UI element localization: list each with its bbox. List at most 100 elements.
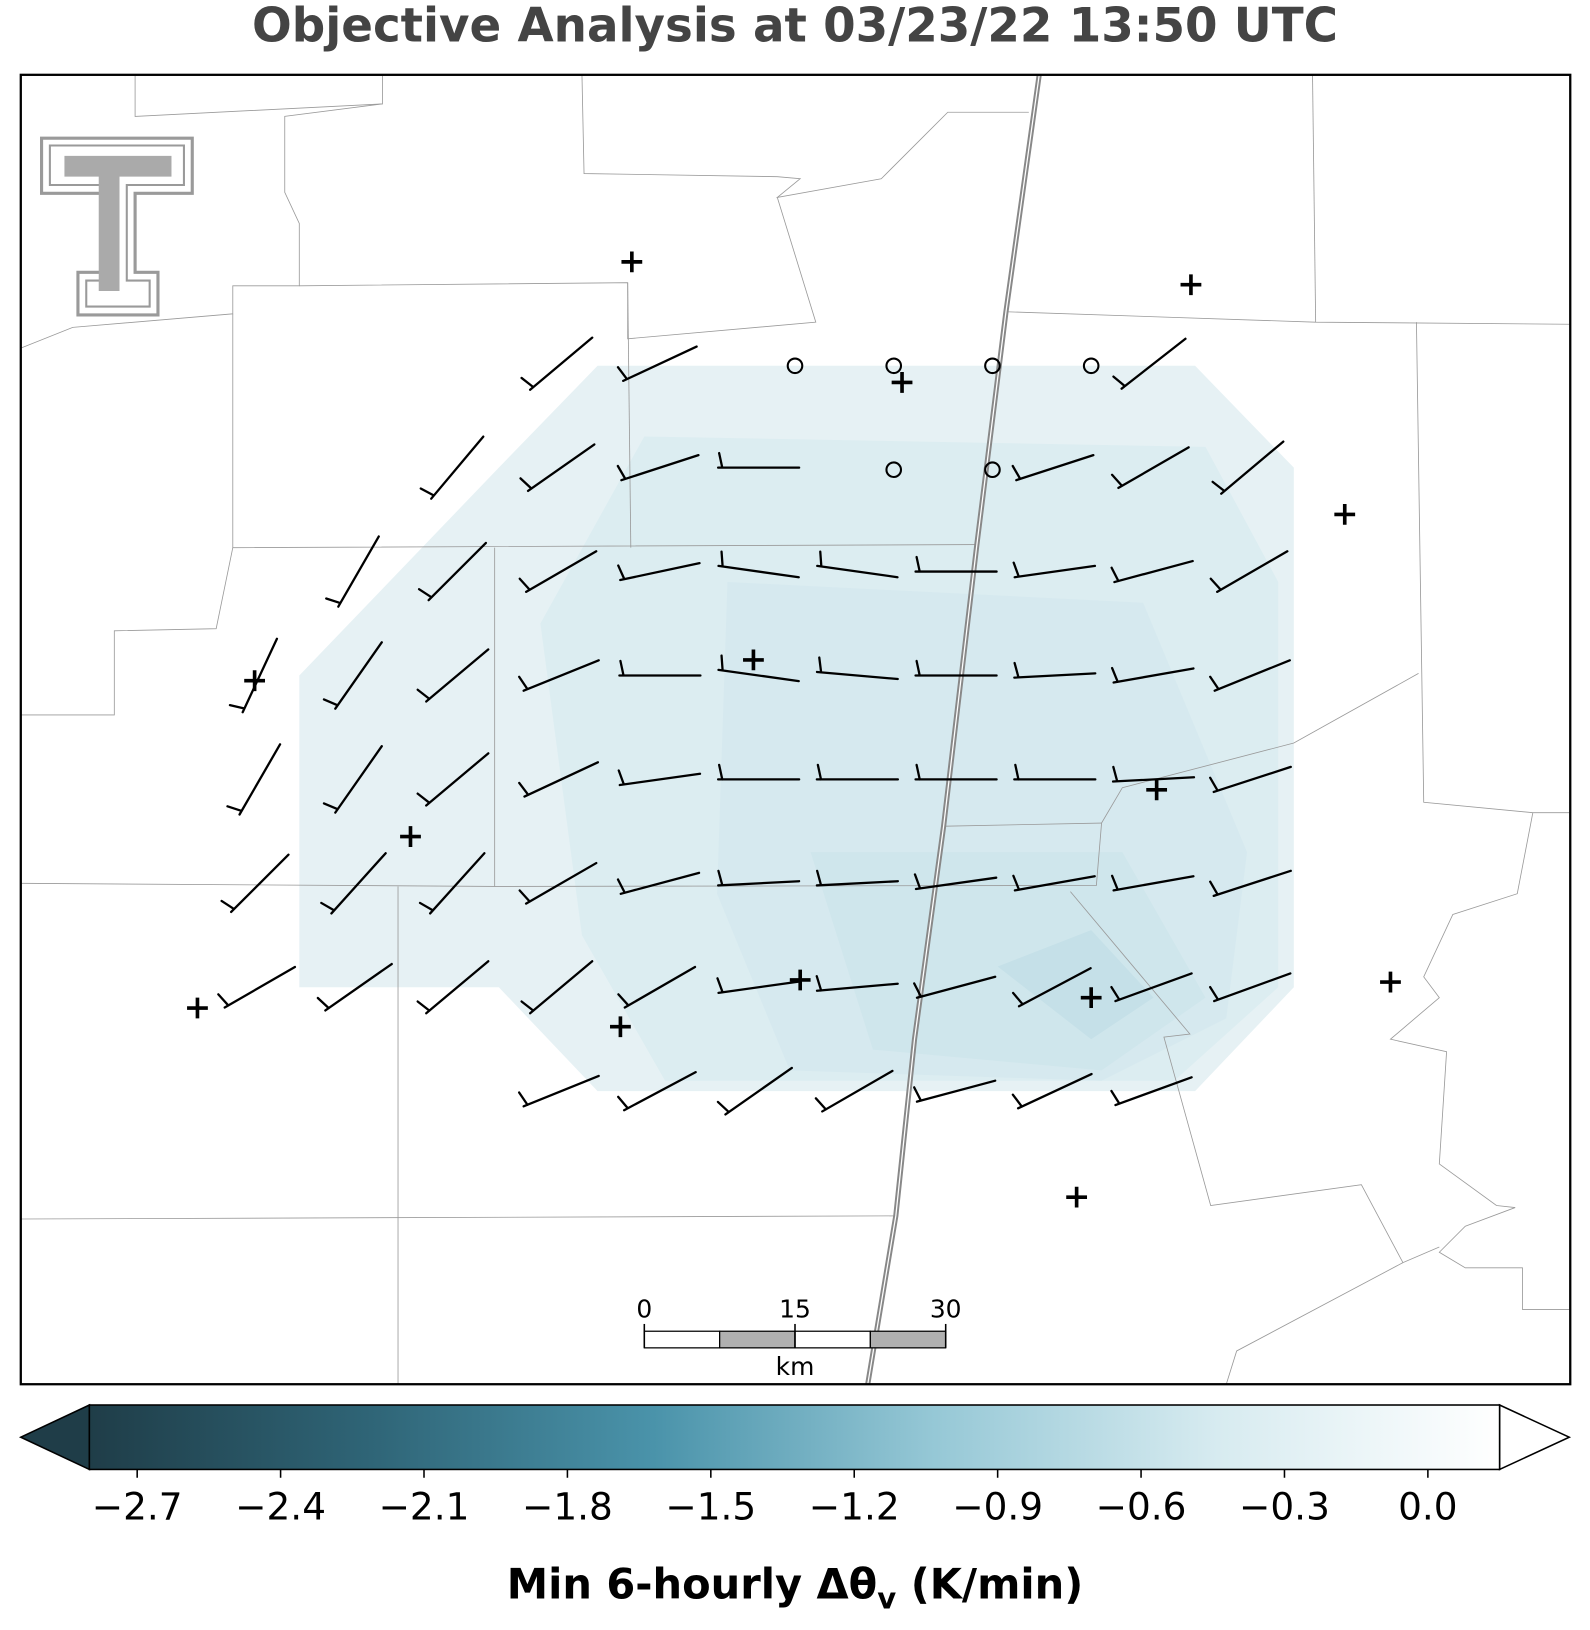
wind-barb [419,435,485,500]
station-plus [789,969,811,991]
colorbar-label-unit: (K/min) [911,1559,1083,1608]
wind-barb [716,763,801,781]
wind-barb [226,743,282,816]
wind-barb [716,1066,793,1116]
station-plus [1334,504,1356,525]
wind-barb [519,443,596,493]
wind-barb [616,453,700,482]
wind-barb [1013,661,1097,679]
wind-barb [815,869,899,887]
colorbar-label-subscript: v [877,1582,896,1616]
calm-wind [885,357,903,375]
calm-wind [984,357,1001,375]
highway [865,74,1042,1385]
colorbar-tick-label: −2.1 [379,1484,470,1528]
wind-barb [1110,1076,1193,1107]
wind-barb [717,654,800,683]
colorbar-extend-high [1498,1403,1572,1471]
colorbar-label-main: Min 6-hourly Δθ [507,1559,877,1608]
county-lines [20,74,1570,1385]
wind-barb [325,535,380,608]
wind-barb [1012,561,1097,579]
scale-segment [719,1330,796,1349]
station-plus [1380,971,1401,993]
colorbar-tick-label: −0.9 [952,1484,1043,1528]
wind-barb [716,451,801,469]
title: Objective Analysis at 03/23/22 13:50 UTC [252,0,1338,54]
wind-barb [717,550,800,579]
wind-barb [617,965,697,1009]
wind-barb [1111,765,1196,783]
scale-bar: 0 15 30 km [636,1295,961,1381]
calm-wind [1082,357,1100,375]
wind-barb [815,763,900,781]
wind-barb [1209,659,1291,692]
wind-barb [1110,446,1190,490]
station-plus [400,826,421,847]
wind-barb [1011,453,1095,482]
wind-barb [1110,666,1195,684]
calm-wind [984,461,1001,479]
wind-barb [1209,550,1289,593]
wind-barb [814,1069,894,1113]
wind-barb [322,745,383,814]
wind-barb [616,345,698,382]
scale-tick-label: 15 [779,1295,811,1324]
colorbar-tick-label: −2.7 [92,1484,183,1528]
wind-barb [518,550,598,593]
wind-barb [618,659,702,677]
wind-barb [520,960,594,1015]
colorbar-extend-low [18,1403,91,1471]
wind-barb [815,656,899,681]
wind-barb [1011,967,1092,1008]
colorbar-tick-label: −1.8 [522,1484,613,1528]
wind-barb [1011,1072,1093,1110]
wind-barb [418,852,486,915]
map-frame [19,73,1572,1386]
wind-barb [617,561,701,582]
wind-barb [416,960,490,1015]
scale-tick-label: 0 [636,1295,652,1324]
colorbar-tick-label: −2.4 [235,1484,326,1528]
wind-barb [815,975,899,992]
wind-barb [617,769,702,787]
wind-barb [220,853,290,914]
wind-barb [1211,440,1285,495]
station-plus [1080,987,1102,1009]
scale-unit: km [776,1352,815,1381]
wind-barb [322,641,383,710]
wind-barb [617,1070,697,1112]
scale-segment [643,1330,721,1349]
wind-barb [517,1074,600,1108]
wind-barb [228,637,279,714]
wind-barb [1209,765,1292,794]
wind-barb [914,555,998,573]
map [20,74,1570,1385]
scale-segment [869,1330,947,1349]
wind-barb [716,977,800,995]
colorbar-label: Min 6-hourly Δθv (K/min) [507,1559,1083,1615]
wind-barb [913,975,997,999]
station-plus [1146,779,1168,801]
wind-barb [217,965,297,1009]
wind-barb [416,752,490,807]
station-plus [1180,274,1202,296]
wind-barbs [217,336,1292,1116]
wind-barb [816,550,899,579]
colorbar-body [88,1404,1501,1471]
wind-barb [717,869,801,887]
wind-barb [616,871,701,895]
wind-barb [913,1079,997,1103]
colorbar-tick-label: −1.5 [665,1484,756,1528]
wind-barb [517,659,600,692]
wind-barb [1209,972,1292,1003]
wind-barb [1110,874,1195,892]
wind-barb [417,541,488,602]
wind-barb [416,648,490,703]
logo [40,136,194,317]
wind-barb [913,873,998,891]
wind-barb [518,861,598,905]
wind-barb [320,852,387,915]
station-plus [743,649,764,671]
